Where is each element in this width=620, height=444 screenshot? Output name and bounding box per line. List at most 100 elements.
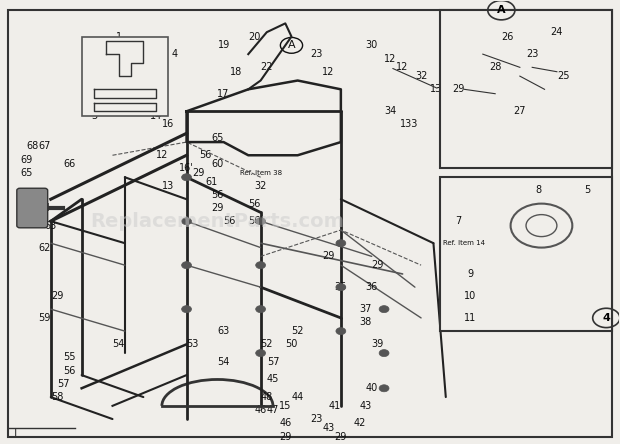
Text: 23: 23 [310,49,322,59]
Text: 29: 29 [335,432,347,442]
Text: 59: 59 [38,313,51,323]
Text: 57: 57 [57,379,69,389]
Text: 32: 32 [415,71,427,81]
Text: 54: 54 [112,339,125,349]
Circle shape [379,385,389,392]
Text: 16: 16 [162,119,174,130]
Text: 43: 43 [322,423,335,433]
Text: 35: 35 [335,282,347,292]
Text: 68: 68 [26,142,38,151]
Circle shape [182,262,192,269]
Text: 56: 56 [248,216,260,226]
Text: Ref. Item 38: Ref. Item 38 [239,170,281,176]
Text: 47: 47 [267,405,279,415]
Text: 57: 57 [267,357,279,367]
Text: 131: 131 [430,84,449,94]
Text: 14: 14 [149,111,162,121]
Text: 64: 64 [38,203,51,213]
Text: 20: 20 [248,32,260,42]
Circle shape [379,349,389,357]
Text: 9: 9 [467,269,474,279]
Text: 29: 29 [279,432,291,442]
Text: 36: 36 [366,282,378,292]
Text: 48: 48 [260,392,273,402]
Circle shape [255,262,265,269]
Text: 1: 1 [115,32,122,42]
Text: 26: 26 [502,32,514,42]
Text: 4: 4 [171,49,177,59]
Text: 4: 4 [602,313,610,323]
Circle shape [336,240,346,247]
Text: 58: 58 [51,392,63,402]
Text: 23: 23 [310,414,322,424]
Text: 12: 12 [396,62,409,72]
Text: 10: 10 [464,291,477,301]
Text: 29: 29 [51,291,63,301]
Text: 12: 12 [384,54,396,63]
Circle shape [336,328,346,335]
Text: 66: 66 [63,159,76,169]
Text: 13: 13 [162,181,174,191]
Text: 52: 52 [260,339,273,349]
Text: 11: 11 [464,313,477,323]
Text: 56: 56 [63,366,76,376]
Text: 8: 8 [535,186,541,195]
Text: 53: 53 [187,339,199,349]
Text: 30: 30 [366,40,378,50]
Circle shape [182,218,192,225]
Text: 18: 18 [230,67,242,77]
Text: 39: 39 [372,339,384,349]
Text: Ref. Item 14: Ref. Item 14 [443,240,485,246]
Text: 37: 37 [360,304,372,314]
Text: 28: 28 [489,62,502,72]
Text: 17: 17 [218,89,230,99]
Text: 34: 34 [384,106,396,116]
Text: 44: 44 [291,392,304,402]
Text: 12: 12 [156,150,168,160]
Text: 40: 40 [366,383,378,393]
Circle shape [379,305,389,313]
Text: 29: 29 [322,251,335,262]
Text: 63: 63 [218,326,230,336]
Text: 5: 5 [585,186,591,195]
Text: A: A [497,5,506,15]
Text: 38: 38 [360,317,371,327]
Circle shape [255,305,265,313]
Text: 63: 63 [45,221,57,230]
Text: 56: 56 [211,190,224,200]
FancyBboxPatch shape [17,188,48,228]
Text: 7: 7 [455,216,461,226]
Text: 15: 15 [279,401,291,411]
Text: 27: 27 [513,106,526,116]
Circle shape [182,174,192,181]
Bar [82,36,168,116]
Text: 16': 16' [179,163,194,174]
Text: 56: 56 [199,150,211,160]
Circle shape [255,349,265,357]
Text: 43: 43 [360,401,371,411]
Text: 29: 29 [372,260,384,270]
Text: 62: 62 [38,242,51,253]
Bar [440,177,613,331]
Text: 65: 65 [20,168,32,178]
Text: 67: 67 [38,142,51,151]
Text: 45: 45 [267,374,279,385]
Text: 41: 41 [329,401,341,411]
Text: 133: 133 [399,119,418,130]
Text: 52: 52 [291,326,304,336]
Text: I: I [14,428,17,439]
Text: A: A [288,40,295,50]
Text: 3: 3 [91,111,97,121]
Text: 46: 46 [279,418,291,428]
Text: 56: 56 [224,216,236,226]
Circle shape [336,284,346,291]
Text: 23: 23 [526,49,538,59]
Text: 55: 55 [63,353,76,362]
Text: 12: 12 [322,67,335,77]
Text: 54: 54 [218,357,230,367]
Text: 22: 22 [260,62,273,72]
Text: 29: 29 [211,203,224,213]
Text: 65: 65 [211,133,224,143]
Circle shape [255,218,265,225]
Text: 61: 61 [205,177,218,186]
